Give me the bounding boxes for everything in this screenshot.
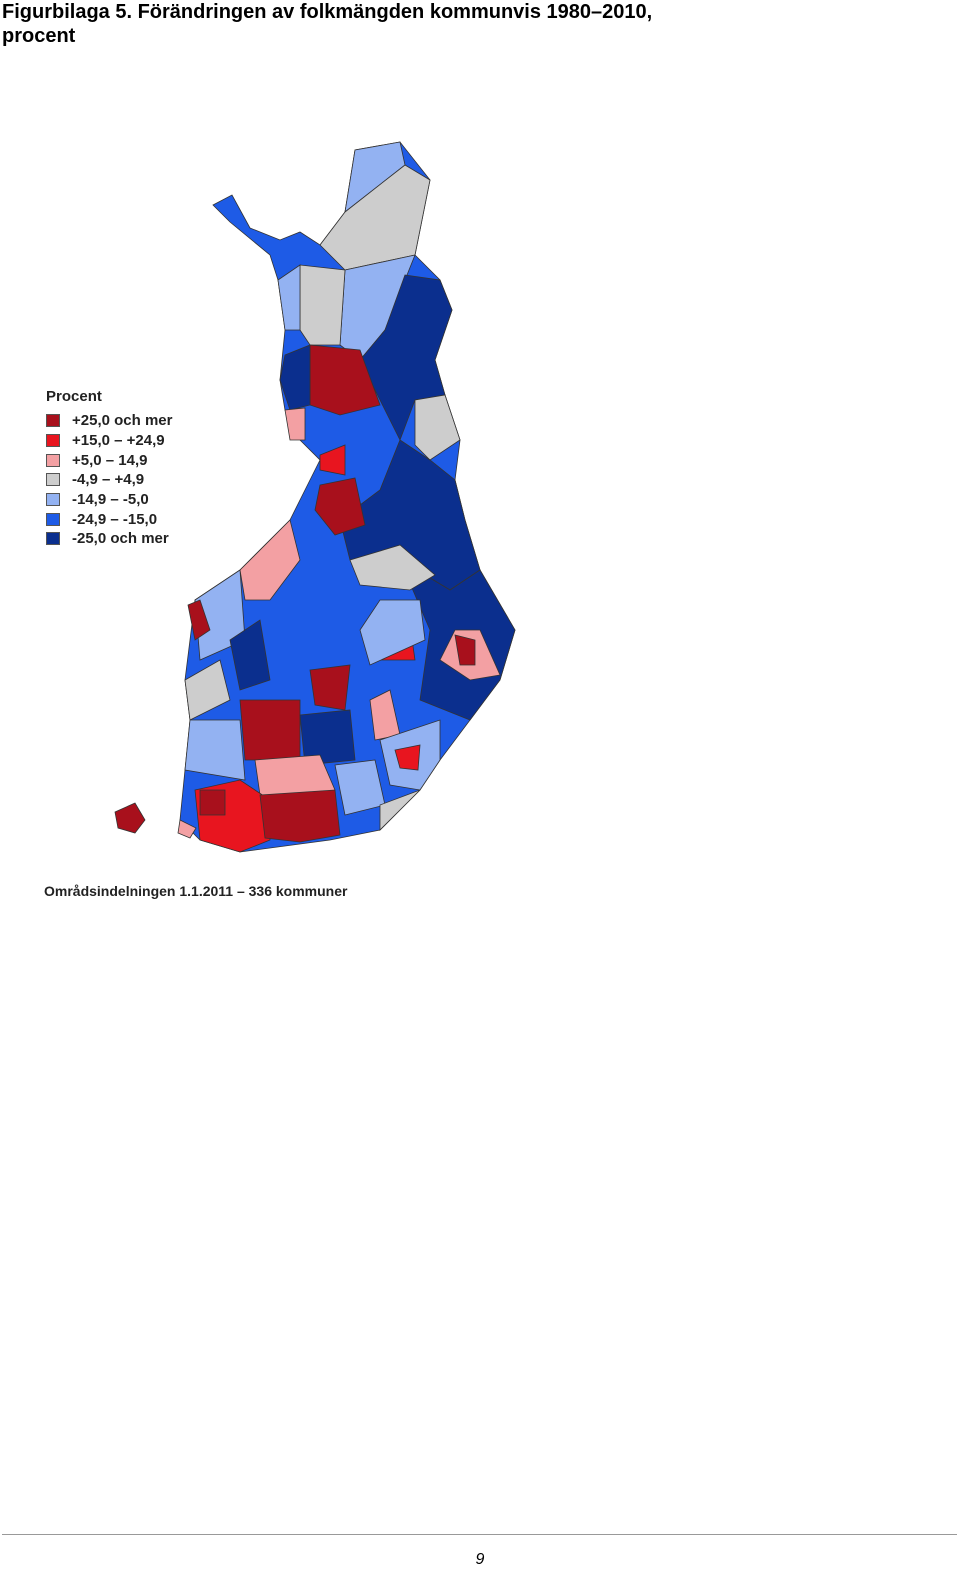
- island: [177, 819, 197, 839]
- legend-item: +5,0 – 14,9: [46, 450, 172, 470]
- municipality: [259, 789, 341, 843]
- legend-swatch: [46, 414, 60, 428]
- legend-label: -24,9 – -15,0: [72, 510, 158, 528]
- legend-swatch: [46, 473, 60, 487]
- municipality: [349, 544, 436, 591]
- municipality: [314, 477, 366, 536]
- legend-swatch: [46, 493, 60, 507]
- footnote: Områdsindelningen 1.1.2011 – 336 kommune…: [44, 883, 348, 899]
- island: [187, 599, 211, 641]
- municipality: [184, 719, 246, 781]
- legend-label: -25,0 och mer: [72, 530, 169, 548]
- legend-item: -25,0 och mer: [46, 529, 172, 549]
- municipality: [239, 519, 301, 601]
- municipality: [379, 789, 421, 831]
- island: [114, 802, 146, 834]
- municipality: [299, 709, 356, 766]
- legend-title: Procent: [46, 388, 102, 405]
- legend-label: -14,9 – -5,0: [72, 491, 149, 509]
- municipality: [284, 407, 306, 441]
- legend-swatch: [46, 512, 60, 526]
- legend-label: +15,0 – +24,9: [72, 432, 165, 450]
- municipality: [414, 394, 461, 461]
- page-title: Figurbilaga 5. Förändringen av folkmängd…: [2, 1, 653, 47]
- page-number: 9: [475, 1551, 485, 1568]
- municipality: [184, 659, 231, 721]
- legend: Procent +25,0 och mer +15,0 – +24,9 +5,0 –…: [46, 388, 172, 549]
- legend-swatch: [46, 532, 60, 546]
- footer-rule: [2, 1534, 957, 1535]
- legend-swatch: [46, 434, 60, 448]
- legend-item: -4,9 – +4,9: [46, 470, 172, 490]
- legend-swatch: [46, 453, 60, 467]
- legend-item: +15,0 – +24,9: [46, 431, 172, 451]
- municipality: [454, 634, 476, 666]
- legend-label: -4,9 – +4,9: [72, 471, 145, 489]
- municipality: [279, 344, 311, 411]
- municipality: [239, 699, 301, 761]
- municipality: [309, 664, 351, 711]
- legend-label: +5,0 – 14,9: [72, 451, 148, 469]
- municipality: [229, 619, 271, 691]
- municipality: [277, 264, 301, 331]
- legend-label: +25,0 och mer: [72, 412, 173, 430]
- municipality: [394, 744, 421, 771]
- legend-item: +25,0 och mer: [46, 411, 172, 431]
- municipality: [359, 599, 426, 666]
- legend-item: -24,9 – -15,0: [46, 509, 172, 529]
- legend-item: -14,9 – -5,0: [46, 490, 172, 510]
- municipality: [299, 264, 346, 346]
- map: [114, 141, 516, 853]
- municipality: [319, 444, 346, 476]
- municipality: [199, 789, 226, 816]
